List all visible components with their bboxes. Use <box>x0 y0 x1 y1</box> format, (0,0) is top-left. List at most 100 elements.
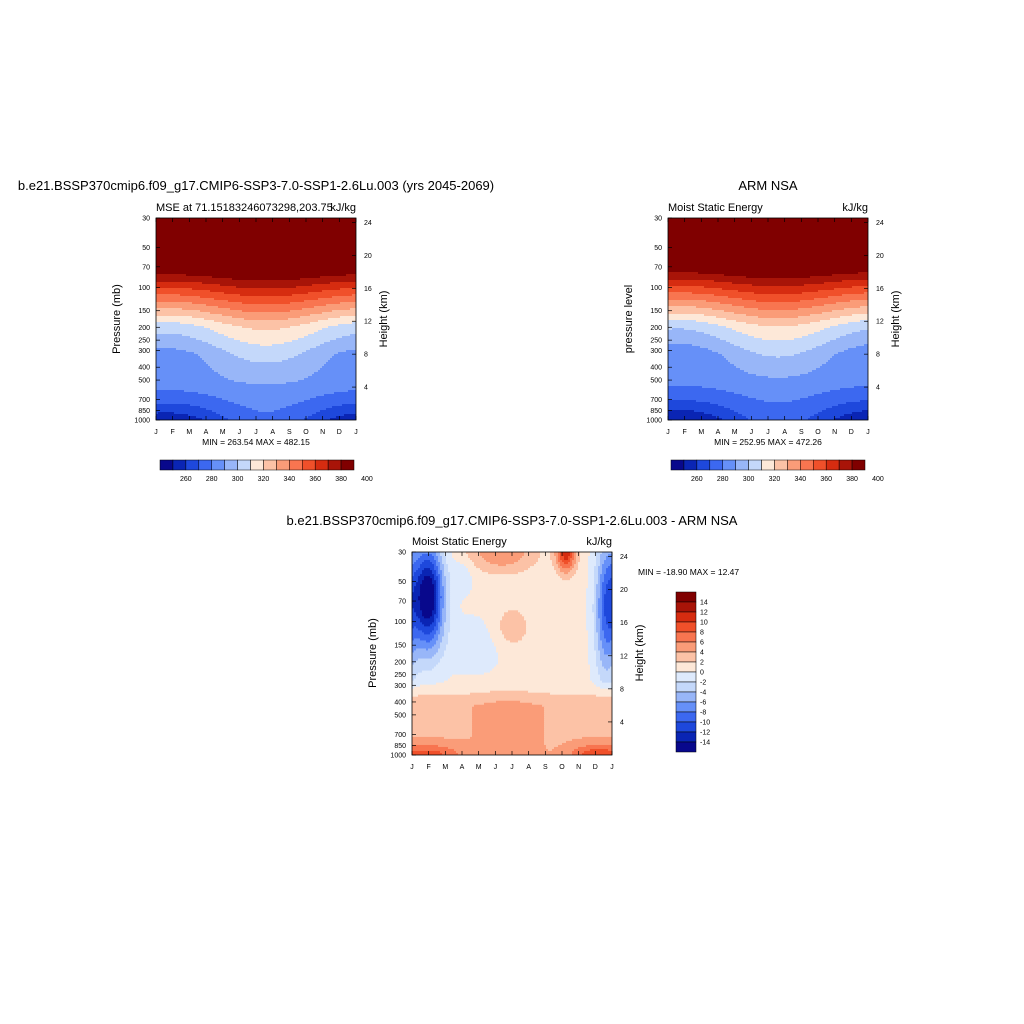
contour-cell <box>468 568 481 571</box>
contour-cell <box>412 732 473 736</box>
contour-cell <box>184 390 349 393</box>
contour-cell <box>232 278 301 281</box>
contour-cell <box>556 570 561 573</box>
contour-cell <box>832 406 868 409</box>
contour-cell <box>488 572 519 575</box>
colorbar-swatch <box>683 459 698 471</box>
contour-cell <box>412 592 421 595</box>
contour-cell <box>290 310 333 313</box>
contour-cell <box>572 564 575 567</box>
contour-cell <box>484 558 521 561</box>
colorbar-swatch <box>851 459 866 471</box>
contour-cell <box>450 608 463 611</box>
contour-cell <box>602 588 607 591</box>
contour-cell <box>420 574 435 577</box>
contour-cell <box>596 620 601 623</box>
contour-cell <box>600 686 612 690</box>
contour-cell <box>580 554 591 557</box>
contour-cell <box>748 334 809 337</box>
contour-cell <box>550 554 555 557</box>
y-tick-label: 700 <box>394 732 406 739</box>
contour-cell <box>704 412 739 415</box>
contour-cell <box>598 638 601 642</box>
y-tick-label: 1000 <box>646 418 662 425</box>
contour-cell <box>572 568 579 571</box>
contour-cell <box>424 560 431 563</box>
contour-cell <box>582 736 612 740</box>
contour-cell <box>600 556 607 559</box>
colorbar-swatch <box>675 651 697 663</box>
contour-cell <box>222 314 311 317</box>
contour-cell <box>420 590 435 593</box>
contour-cell <box>490 562 515 565</box>
contour-cell <box>470 558 485 561</box>
contour-cell <box>156 260 356 263</box>
panel-model-title: b.e21.BSSP370cmip6.f09_g17.CMIP6-SSP3-7.… <box>18 178 494 193</box>
contour-cell <box>604 608 612 611</box>
contour-cell <box>418 576 425 579</box>
contour-cell <box>414 588 421 591</box>
contour-cell <box>156 238 356 241</box>
contour-cell <box>438 744 547 748</box>
colorbar-swatch <box>224 459 238 471</box>
contour-cell <box>416 648 427 652</box>
x-tick-label: J <box>610 764 614 771</box>
contour-cell <box>412 622 423 625</box>
contour-cell <box>562 742 612 746</box>
contour-cell <box>518 640 589 644</box>
contour-cell <box>434 628 439 631</box>
contour-cell <box>420 602 435 605</box>
contour-cell <box>250 360 283 363</box>
x-tick-label: D <box>593 764 598 771</box>
contour-cell <box>712 308 759 311</box>
contour-cell <box>312 284 356 287</box>
contour-cell <box>496 648 589 652</box>
contour-cell <box>482 570 525 573</box>
contour-cell <box>434 666 495 670</box>
contour-cell <box>448 566 467 569</box>
contour-cell <box>598 670 612 674</box>
contour-cell <box>412 610 415 613</box>
contour-cell <box>734 392 823 395</box>
contour-cell <box>506 564 535 567</box>
contour-cell <box>446 576 451 579</box>
contour-cell <box>292 340 331 343</box>
contour-cell <box>604 648 612 652</box>
contour-cell <box>430 560 437 563</box>
contour-cell <box>416 626 435 629</box>
contour-cell <box>746 314 811 317</box>
contour-cell <box>440 620 443 623</box>
colorbar-label: 280 <box>206 476 218 483</box>
colorbar-label: -10 <box>700 720 710 727</box>
contour-cell <box>834 288 868 291</box>
contour-cell <box>198 392 335 395</box>
contour-cell <box>596 662 603 666</box>
contour-cell <box>504 634 525 638</box>
y2-tick-label: 16 <box>364 286 372 293</box>
contour-cell <box>490 634 505 638</box>
contour-cell <box>156 418 203 420</box>
contour-cell <box>838 404 868 407</box>
contour-cell <box>762 338 795 341</box>
contour-cell <box>340 302 356 305</box>
x-tick-label: D <box>337 429 342 436</box>
contour-cell <box>544 730 612 734</box>
contour-cell <box>448 640 493 644</box>
contour-cell <box>212 368 321 371</box>
contour-cell <box>450 624 487 627</box>
colorbar-label: 6 <box>700 640 704 647</box>
contour-cell <box>668 262 868 265</box>
contour-cell <box>156 338 197 341</box>
contour-cell <box>822 392 868 395</box>
contour-cell <box>156 358 203 361</box>
contour-cell <box>444 632 449 636</box>
contour-cell <box>464 564 475 567</box>
contour-cell <box>472 734 545 738</box>
contour-cell <box>444 622 451 625</box>
contour-cell <box>554 554 559 557</box>
contour-cell <box>550 558 557 561</box>
contour-cell <box>588 658 597 662</box>
contour-cell <box>442 576 447 579</box>
panel-obs-stats: MIN = 252.95 MAX = 472.26 <box>714 437 822 447</box>
contour-cell <box>286 406 333 409</box>
